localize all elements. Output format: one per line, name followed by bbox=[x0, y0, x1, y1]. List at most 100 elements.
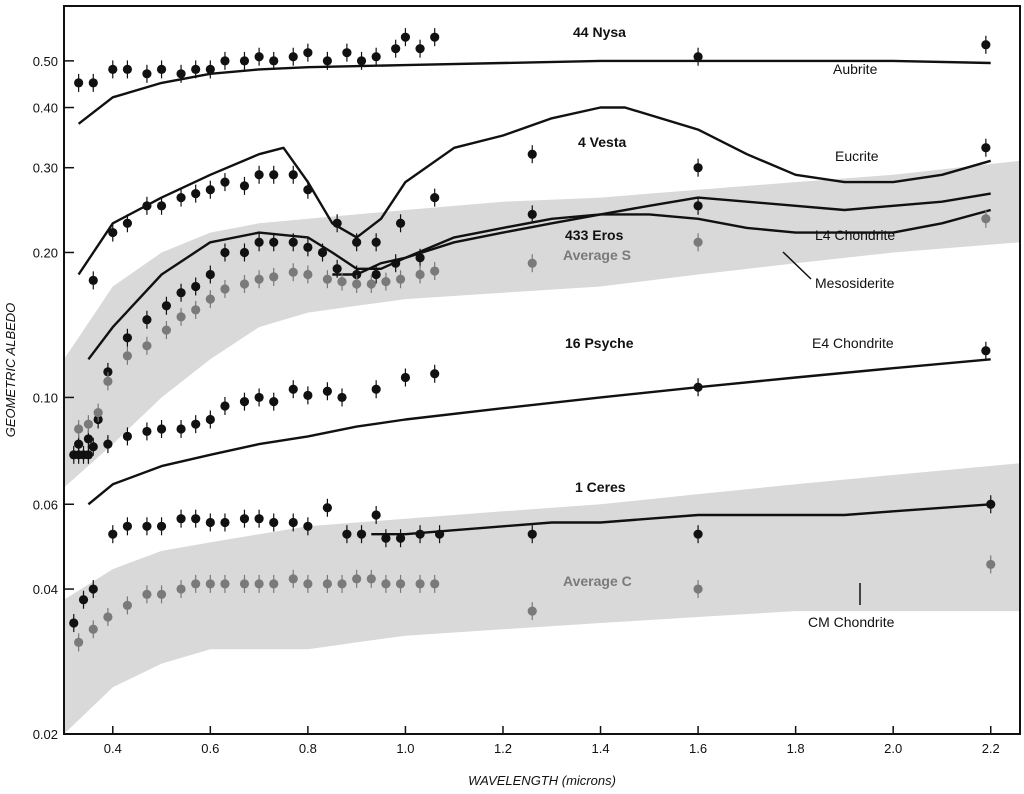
point-16-psyche bbox=[83, 450, 93, 460]
point-44-nysa bbox=[88, 78, 98, 88]
x-tick-label: 1.6 bbox=[689, 741, 707, 756]
line-aubrite bbox=[77, 59, 991, 125]
point-4-vesta bbox=[352, 237, 362, 247]
point-4-vesta bbox=[88, 275, 98, 286]
band-c bbox=[64, 463, 1020, 734]
point-16-psyche bbox=[103, 439, 113, 449]
point-44-nysa bbox=[220, 56, 230, 66]
point-1-ceres bbox=[108, 529, 118, 539]
point-16-psyche bbox=[191, 419, 201, 429]
point-4-vesta bbox=[156, 201, 167, 211]
point-433-eros bbox=[176, 288, 186, 298]
point-433-eros bbox=[352, 269, 362, 280]
line-l4-chondrite bbox=[87, 208, 992, 361]
point-44-nysa bbox=[205, 64, 215, 75]
point-4-vesta bbox=[239, 181, 250, 191]
point-44-nysa bbox=[108, 64, 118, 75]
point-16-psyche bbox=[156, 424, 167, 434]
point-4-vesta bbox=[142, 201, 152, 211]
point-433-eros bbox=[103, 367, 113, 377]
point-4-vesta bbox=[693, 163, 703, 173]
point-16-psyche bbox=[400, 372, 411, 383]
point-average-s bbox=[303, 269, 313, 280]
point-average-c bbox=[395, 579, 406, 589]
point-16-psyche bbox=[693, 382, 703, 392]
point-average-c bbox=[142, 589, 152, 599]
point-44-nysa bbox=[122, 64, 133, 75]
point-16-psyche bbox=[122, 431, 133, 441]
y-tick-label: 0.04 bbox=[33, 582, 58, 597]
point-average-s bbox=[288, 267, 298, 277]
x-tick-label: 0.8 bbox=[299, 741, 317, 756]
label-l4-chondrite: L4 Chondrite bbox=[815, 227, 895, 243]
point-433-eros bbox=[74, 439, 84, 449]
point-44-nysa bbox=[342, 48, 352, 58]
point-4-vesta bbox=[981, 143, 991, 153]
point-4-vesta bbox=[122, 218, 133, 228]
point-16-psyche bbox=[239, 397, 250, 407]
x-tick-label: 1.8 bbox=[787, 741, 805, 756]
point-433-eros bbox=[693, 201, 703, 211]
plot-frame bbox=[63, 5, 1021, 735]
point-4-vesta bbox=[332, 218, 342, 228]
point-average-c bbox=[88, 624, 98, 634]
point-44-nysa bbox=[254, 52, 264, 62]
point-average-c bbox=[176, 584, 186, 594]
point-16-psyche bbox=[337, 392, 347, 403]
point-average-s bbox=[74, 424, 84, 434]
x-tick-label: 1.2 bbox=[494, 741, 512, 756]
point-433-eros bbox=[288, 237, 298, 247]
line-eucrite bbox=[77, 106, 992, 276]
point-average-c bbox=[986, 559, 996, 570]
point-1-ceres bbox=[191, 514, 201, 524]
label-psyche: 16 Psyche bbox=[565, 335, 634, 351]
point-44-nysa bbox=[239, 56, 250, 66]
point-4-vesta bbox=[395, 218, 406, 228]
point-44-nysa bbox=[415, 44, 425, 54]
point-1-ceres bbox=[176, 514, 186, 524]
point-433-eros bbox=[205, 269, 215, 280]
point-433-eros bbox=[161, 301, 172, 311]
point-1-ceres bbox=[254, 514, 264, 524]
point-16-psyche bbox=[254, 392, 264, 403]
point-4-vesta bbox=[288, 170, 298, 180]
point-16-psyche bbox=[269, 397, 279, 407]
point-average-s bbox=[395, 274, 406, 284]
point-433-eros bbox=[142, 315, 152, 325]
point-1-ceres bbox=[434, 529, 445, 539]
point-1-ceres bbox=[288, 517, 298, 528]
point-4-vesta bbox=[176, 193, 186, 203]
point-1-ceres bbox=[69, 618, 79, 628]
point-average-c bbox=[303, 579, 313, 589]
x-tick-label: 1.0 bbox=[396, 741, 414, 756]
point-average-c bbox=[352, 574, 362, 584]
point-4-vesta bbox=[527, 149, 537, 159]
x-tick-label: 0.6 bbox=[201, 741, 219, 756]
point-average-s bbox=[337, 277, 347, 287]
point-1-ceres bbox=[78, 595, 89, 605]
point-16-psyche bbox=[288, 384, 298, 394]
point-44-nysa bbox=[430, 32, 440, 42]
x-axis-title: WAVELENGTH (microns) bbox=[468, 773, 616, 788]
bands-layer bbox=[64, 160, 1020, 734]
x-tick-label: 1.4 bbox=[591, 741, 609, 756]
y-tick-label: 0.06 bbox=[33, 497, 58, 512]
point-44-nysa bbox=[322, 56, 332, 66]
point-44-nysa bbox=[693, 52, 703, 62]
label-eucrite: Eucrite bbox=[835, 148, 879, 164]
point-average-s bbox=[322, 274, 332, 284]
point-average-s bbox=[205, 294, 215, 304]
x-axis: 0.4 0.6 0.8 1.0 1.2 1.4 1.6 1.8 2.0 2.2 bbox=[104, 726, 1000, 756]
point-average-c bbox=[430, 579, 440, 589]
point-average-s bbox=[366, 279, 376, 289]
label-e4-chondrite: E4 Chondrite bbox=[812, 335, 894, 351]
point-433-eros bbox=[239, 247, 250, 258]
mesosiderite-leader bbox=[782, 251, 812, 280]
point-average-c bbox=[103, 612, 113, 622]
point-44-nysa bbox=[981, 40, 991, 50]
point-1-ceres bbox=[142, 521, 152, 531]
point-4-vesta bbox=[269, 170, 279, 180]
point-44-nysa bbox=[269, 56, 279, 66]
point-average-s bbox=[527, 258, 537, 268]
